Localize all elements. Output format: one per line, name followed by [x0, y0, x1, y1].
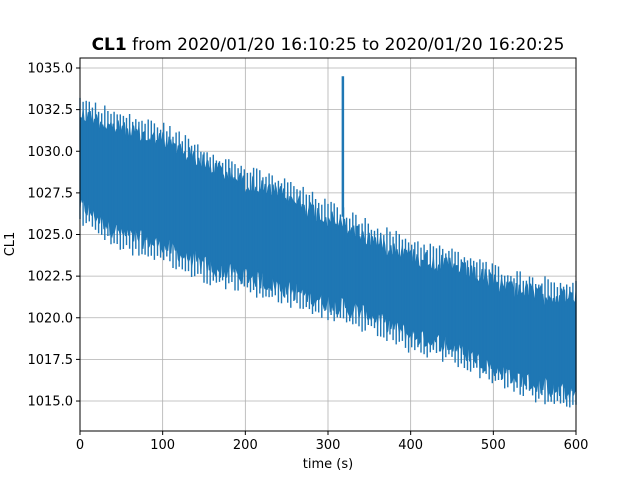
y-tick-label: 1025.0: [28, 228, 74, 243]
y-tick-label: 1027.5: [28, 186, 74, 201]
y-tick-label: 1017.5: [28, 353, 74, 368]
y-tick-label: 1022.5: [28, 270, 74, 285]
x-tick-label: 400: [398, 438, 423, 453]
x-tick-label: 100: [150, 438, 175, 453]
x-tick-label: 200: [233, 438, 258, 453]
chart-title: CL1 from 2020/01/20 16:10:25 to 2020/01/…: [92, 35, 565, 55]
x-axis-label: time (s): [303, 457, 353, 472]
x-tick-label: 600: [564, 438, 589, 453]
y-axis-label: CL1: [3, 232, 18, 257]
y-axis: 1015.0 1017.5 1020.0 1022.5 1025.0 1027.5 1030…: [28, 61, 80, 410]
chart-title-bold: CL1: [92, 35, 127, 55]
x-axis: 0 100 200 300 400 500 600: [76, 431, 589, 453]
y-tick-label: 1020.0: [28, 311, 74, 326]
y-tick-label: 1030.0: [28, 145, 74, 160]
chart-title-rest: from 2020/01/20 16:10:25 to 2020/01/20 1…: [127, 35, 565, 55]
y-tick-label: 1035.0: [28, 61, 74, 76]
x-tick-label: 300: [316, 438, 341, 453]
plot-data: [79, 76, 577, 408]
y-tick-label: 1015.0: [28, 395, 74, 410]
y-tick-label: 1032.5: [28, 103, 74, 118]
x-tick-label: 0: [76, 438, 84, 453]
x-tick-label: 500: [481, 438, 506, 453]
